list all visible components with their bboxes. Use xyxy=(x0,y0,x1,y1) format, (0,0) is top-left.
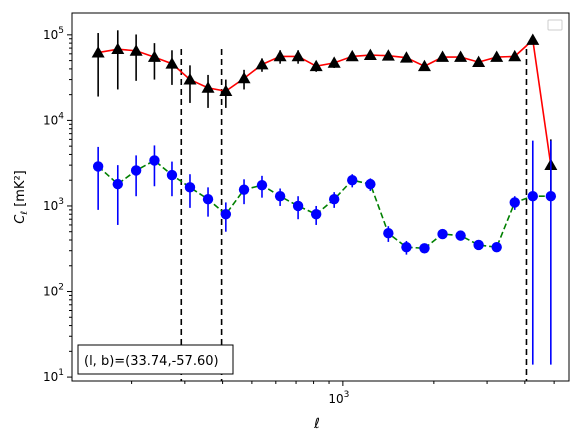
upper-series-point xyxy=(399,51,413,63)
upper-series-point xyxy=(147,50,161,62)
lower-series-point xyxy=(527,191,538,202)
upper-series-point xyxy=(183,73,197,85)
upper-series-point xyxy=(291,49,305,62)
legend-box xyxy=(547,19,563,31)
lower-series-point xyxy=(149,155,160,166)
lower-series-point xyxy=(292,200,304,212)
x-tick-label: 103 xyxy=(328,390,349,406)
upper-series-line xyxy=(98,38,552,166)
lower-series-point xyxy=(220,209,232,220)
upper-series-point xyxy=(454,50,468,62)
y-tick-label: 102 xyxy=(43,283,64,299)
upper-series-point xyxy=(111,42,125,55)
y-tick-label: 103 xyxy=(43,197,64,213)
lower-series-point xyxy=(491,241,502,253)
upper-series-point xyxy=(363,48,377,60)
plot-area xyxy=(91,30,558,381)
y-tick-label: 105 xyxy=(43,26,64,42)
lower-series-line xyxy=(97,159,551,250)
y-axis-label: Cℓ [mK²] xyxy=(13,170,30,223)
lower-series-point xyxy=(166,169,178,181)
lower-series-point xyxy=(383,228,394,239)
y-axis-label-main: C xyxy=(13,214,28,224)
lower-series-point xyxy=(202,193,214,205)
lower-series-point xyxy=(130,165,142,176)
lower-series-point xyxy=(274,191,286,202)
x-axis-label: ℓ xyxy=(313,416,320,432)
lower-series-point xyxy=(365,178,376,190)
upper-series-point xyxy=(255,58,269,70)
annotation-text: (l, b)=(33.74,-57.60) xyxy=(84,354,219,369)
upper-series-point xyxy=(508,49,522,62)
upper-series-point xyxy=(309,59,323,72)
upper-series-point xyxy=(327,56,341,68)
lower-series-point xyxy=(310,209,322,220)
upper-series-point xyxy=(490,50,504,62)
lower-series-point xyxy=(455,230,466,241)
y-tick-label: 104 xyxy=(43,111,64,127)
lower-series-point xyxy=(509,197,520,208)
lower-series-point xyxy=(347,175,358,186)
y-axis-label-subscript: ℓ xyxy=(20,211,30,216)
upper-series-point xyxy=(436,50,450,62)
lower-series-point xyxy=(437,228,448,240)
upper-series-point xyxy=(526,33,540,45)
upper-series-point xyxy=(237,71,251,84)
y-tick-label: 101 xyxy=(43,368,64,384)
lower-series-point xyxy=(545,191,557,202)
upper-series-point xyxy=(345,49,359,62)
upper-series-point xyxy=(381,49,395,61)
y-axis-label-unit: [mK²] xyxy=(13,170,28,207)
upper-series-point xyxy=(129,44,143,56)
lower-series-point xyxy=(256,179,268,191)
lower-series-point xyxy=(328,193,340,205)
upper-series-point xyxy=(201,81,215,93)
upper-series-point xyxy=(219,84,233,96)
plot-frame xyxy=(71,12,570,382)
lower-series-point xyxy=(184,182,196,193)
upper-series-point xyxy=(273,49,287,62)
upper-series-point xyxy=(165,57,179,69)
upper-series-point xyxy=(91,46,105,58)
annotation-box: (l, b)=(33.74,-57.60) xyxy=(77,344,234,375)
lower-series-point xyxy=(419,243,430,254)
lower-series-point xyxy=(238,184,250,195)
lower-series-point xyxy=(112,178,123,190)
lower-series-point xyxy=(401,241,412,253)
upper-series-point xyxy=(472,55,486,67)
axes: 101 102 103 104 105 103 xyxy=(43,26,555,406)
upper-series-point xyxy=(417,59,431,72)
lower-series-point xyxy=(473,239,484,251)
lower-series-point xyxy=(92,161,104,172)
